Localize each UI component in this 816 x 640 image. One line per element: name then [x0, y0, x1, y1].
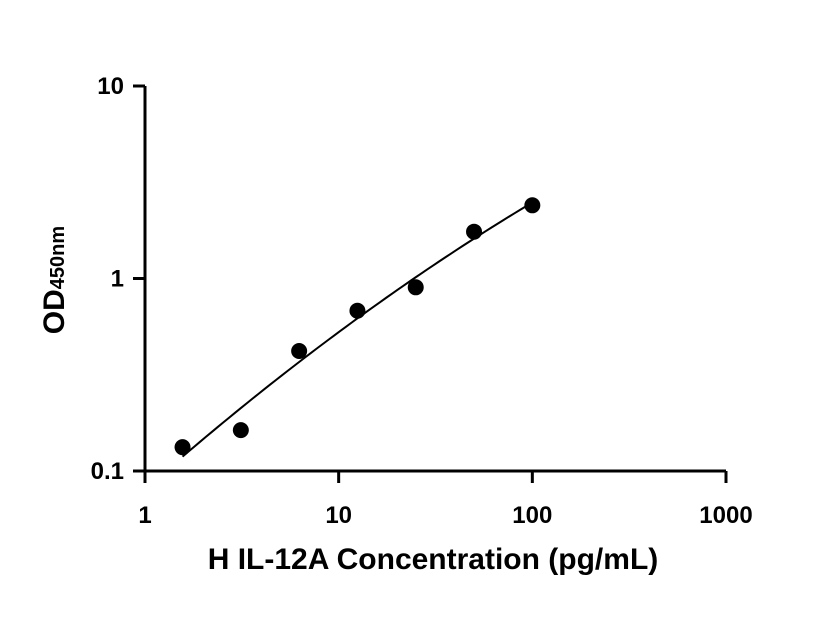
y-tick-label: 0.1: [91, 458, 124, 485]
x-tick-label: 10: [325, 502, 352, 529]
y-tick-label: 1: [111, 266, 124, 293]
y-axis-title-main: OD: [38, 289, 71, 334]
y-axis-title: OD450nm: [38, 226, 71, 334]
data-point: [349, 302, 366, 319]
y-tick-label: 10: [97, 73, 124, 100]
axis-ticks: 1 10 100 1000 0.1 1 10: [91, 73, 753, 529]
fit-curve-layer: [181, 201, 533, 458]
data-point: [524, 197, 541, 214]
x-tick-label: 100: [512, 502, 552, 529]
fit-curve: [181, 201, 533, 458]
data-point: [291, 343, 308, 360]
x-tick-label: 1000: [699, 502, 752, 529]
data-point: [174, 439, 191, 456]
data-point: [232, 422, 249, 439]
axes: [143, 86, 726, 473]
data-point: [407, 279, 424, 296]
x-axis-title: H IL-12A Concentration (pg/mL): [208, 543, 659, 576]
x-tick-label: 1: [138, 502, 151, 529]
y-axis-title-subscript: 450nm: [47, 226, 69, 289]
data-point: [466, 223, 483, 240]
data-points: [174, 197, 541, 456]
